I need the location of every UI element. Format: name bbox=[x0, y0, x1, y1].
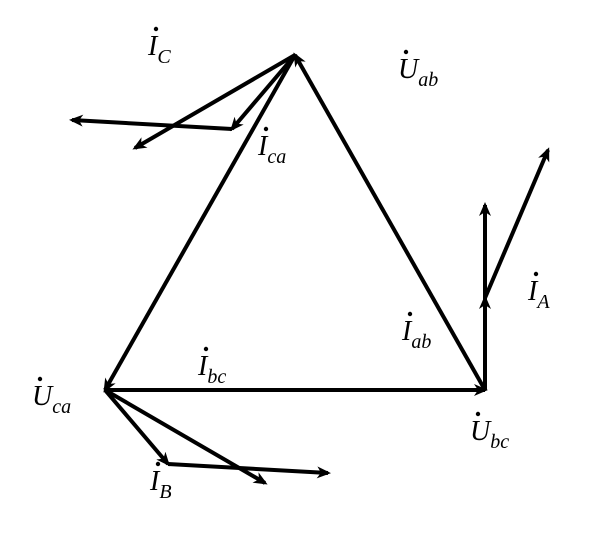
arrow-Ica bbox=[135, 55, 295, 148]
label-L_IB: IB bbox=[149, 466, 172, 503]
label-L_IC: IC bbox=[147, 31, 171, 68]
dot-L_IA bbox=[534, 272, 538, 276]
arrow-Uab bbox=[295, 55, 485, 390]
label-L_Uca: Uca bbox=[32, 381, 71, 418]
dot-L_IC bbox=[154, 27, 158, 31]
arrow-IB bbox=[105, 390, 168, 464]
label-L_Ibc: Ibc bbox=[197, 351, 226, 388]
labels: IC Uab Ica IA Iab Ibc Uca Ubc IB bbox=[32, 27, 550, 503]
dot-L_Ibc bbox=[204, 347, 208, 351]
dot-L_Iab bbox=[408, 312, 412, 316]
label-L_Iab: Iab bbox=[401, 316, 431, 353]
arrow-IC bbox=[232, 55, 295, 129]
arrow-IA2 bbox=[485, 150, 548, 298]
dot-L_Ubc bbox=[476, 412, 480, 416]
dot-L_Uab bbox=[404, 50, 408, 54]
label-L_Uab: Uab bbox=[398, 54, 438, 91]
dot-L_Uca bbox=[38, 377, 42, 381]
label-L_Ica: Ica bbox=[257, 131, 286, 168]
label-L_IA: IA bbox=[527, 276, 550, 313]
arrow-Uca bbox=[105, 55, 295, 390]
dot-L_Ica bbox=[264, 127, 268, 131]
phasor-diagram: IC Uab Ica IA Iab Ibc Uca Ubc IB bbox=[0, 0, 590, 533]
dot-L_IB bbox=[156, 462, 160, 466]
arrow-IC2 bbox=[72, 120, 232, 129]
label-L_Ubc: Ubc bbox=[470, 416, 509, 453]
